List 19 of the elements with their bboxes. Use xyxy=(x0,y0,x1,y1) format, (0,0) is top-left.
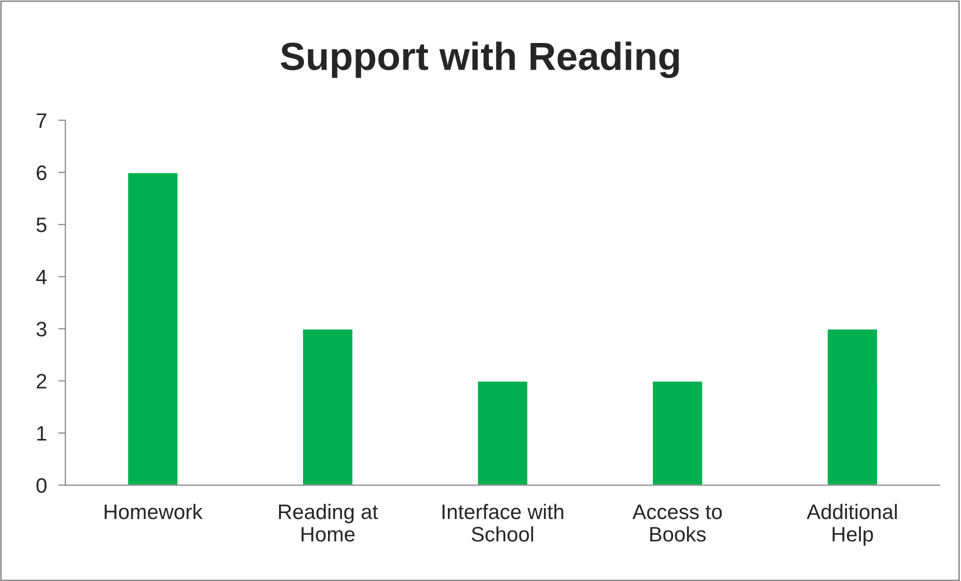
x-tick-label: Access to Books xyxy=(632,504,722,542)
y-tick-label: 6 xyxy=(36,165,46,180)
y-tick-label: 3 xyxy=(36,322,46,337)
bar xyxy=(302,328,354,486)
y-tick-label: 4 xyxy=(36,270,47,284)
y-tick-label: 2 xyxy=(36,374,46,388)
y-tick-label: 0 xyxy=(36,478,46,493)
x-tick-label: Homework xyxy=(104,504,203,520)
y-tick-label: 7 xyxy=(36,113,46,128)
x-tick-label: Interface with School xyxy=(442,504,564,542)
y-tick-label: 1 xyxy=(37,426,46,441)
chart-title: Support with Reading xyxy=(280,42,679,78)
x-tick-label: Reading at Home xyxy=(279,504,378,542)
bar xyxy=(826,328,878,486)
bar xyxy=(476,380,529,486)
bar xyxy=(651,380,704,486)
x-tick-label: Additional Help xyxy=(806,504,897,546)
y-tick-label: 5 xyxy=(36,218,46,232)
bar xyxy=(126,172,179,486)
